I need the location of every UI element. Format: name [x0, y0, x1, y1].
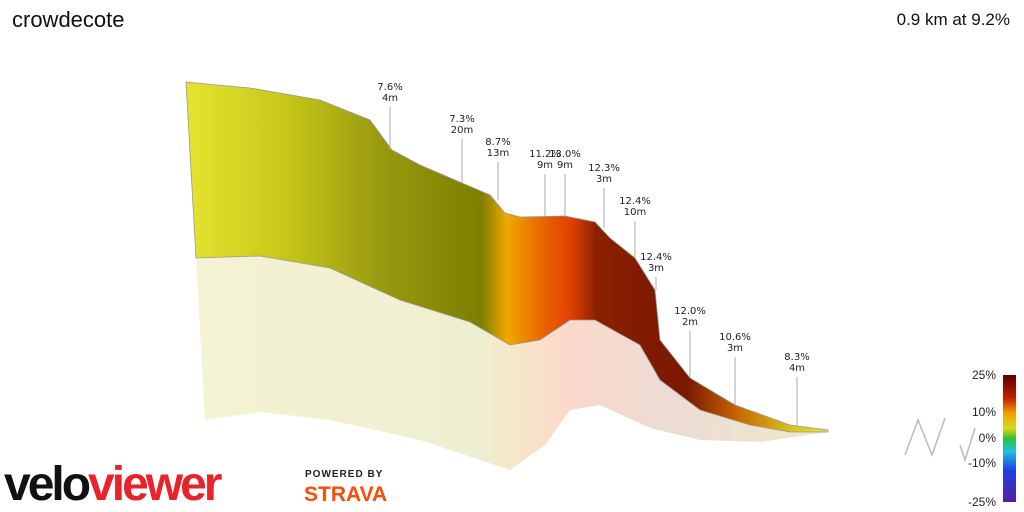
annotation-length: 4m	[789, 363, 805, 374]
logo-viewer: viewer	[88, 458, 222, 511]
legend-tick: 10%	[972, 405, 996, 419]
annotation-length: 9m	[557, 160, 573, 171]
legend-bar	[1003, 375, 1016, 502]
nav-icon	[904, 417, 946, 458]
legend-tick: 0%	[979, 431, 997, 445]
annotation-length: 10m	[624, 207, 646, 218]
profile-shadow	[196, 256, 828, 470]
strava: STRAVA	[304, 483, 387, 506]
annotation-grade: 8.3%	[784, 352, 809, 363]
annotation-grade: 7.3%	[449, 114, 474, 125]
annotation-length: 2m	[682, 317, 698, 328]
annotation-grade: 12.4%	[640, 252, 672, 263]
annotation-length: 3m	[648, 263, 664, 274]
annotation-grade: 12.3%	[588, 163, 620, 174]
legend-tick: -25%	[968, 495, 996, 509]
annotation-grade: 11.2%	[529, 149, 561, 160]
legend-tick: -10%	[968, 456, 996, 470]
annotation-grade: 12.0%	[674, 306, 706, 317]
annotation-length: 3m	[596, 174, 612, 185]
annotation-length: 9m	[537, 160, 553, 171]
annotation-grade: 8.7%	[485, 137, 510, 148]
annotation-length: 4m	[382, 93, 398, 104]
profile-face	[185, 81, 829, 433]
logo-velo: velo	[4, 458, 90, 511]
summary: 0.9 km at 9.2%	[897, 10, 1010, 29]
annotation-grade: 12.4%	[619, 196, 651, 207]
powered-by: POWERED BY	[305, 469, 383, 480]
legend-tick: 25%	[972, 368, 996, 382]
annotation-length: 13m	[487, 148, 509, 159]
annotation-length: 20m	[451, 125, 473, 136]
annotation-grade: 10.6%	[719, 332, 751, 343]
title: crowdecote	[12, 7, 125, 32]
logo: veloviewer	[4, 458, 222, 511]
annotation-grade: 7.6%	[377, 82, 402, 93]
annotation-length: 3m	[727, 343, 743, 354]
annotation-grade: 13.0%	[549, 149, 581, 160]
legend: 25% 10% 0% -10% -25%	[968, 368, 996, 509]
nav-icon	[959, 427, 976, 463]
